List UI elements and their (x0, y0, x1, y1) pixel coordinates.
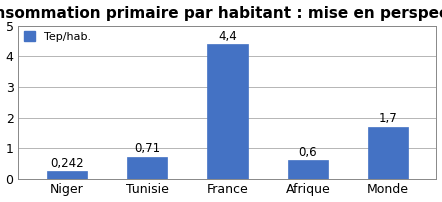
Bar (127, 157, 167, 179)
Text: 0,71: 0,71 (134, 142, 160, 155)
Bar (288, 160, 328, 179)
Bar (46, 171, 87, 179)
Text: 0,242: 0,242 (50, 157, 84, 170)
Text: 0,6: 0,6 (298, 146, 317, 159)
Legend: Tep/hab.: Tep/hab. (24, 32, 91, 42)
Bar (207, 44, 248, 179)
Bar (368, 127, 408, 179)
Text: 4,4: 4,4 (218, 30, 237, 43)
Text: 1,7: 1,7 (379, 112, 398, 125)
Title: Consommation primaire par habitant : mise en perspective: Consommation primaire par habitant : mis… (0, 6, 442, 21)
